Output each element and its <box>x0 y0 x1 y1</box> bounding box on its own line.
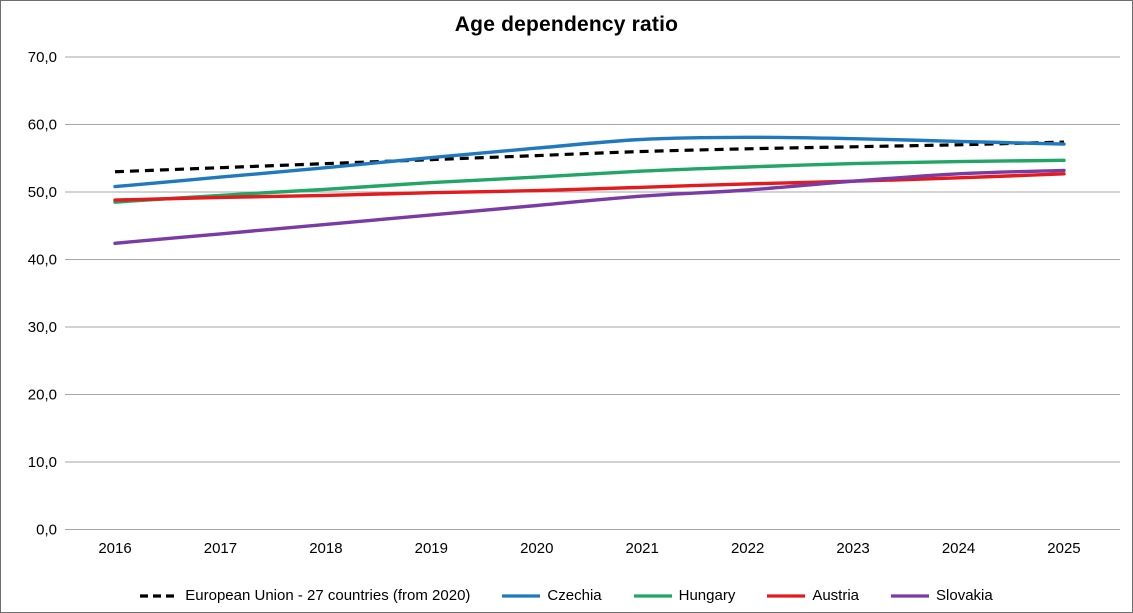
series-line-european-union-27-countries-from-2020 <box>114 140 1065 174</box>
legend-label: Hungary <box>678 587 736 604</box>
legend-line-sample <box>140 593 179 598</box>
x-axis-tick-label: 2024 <box>942 540 975 557</box>
series-line-hungary <box>113 158 1066 204</box>
x-axis-tick-label: 2018 <box>309 540 342 557</box>
legend-line-sample <box>633 593 672 598</box>
legend-label: Czechia <box>547 587 602 604</box>
legend-line-sample <box>502 593 541 598</box>
x-axis-tick-label: 2023 <box>836 540 869 557</box>
y-axis-tick-label: 10,0 <box>28 454 57 471</box>
y-axis-tick-label: 30,0 <box>28 319 57 336</box>
y-axis-tick-label: 60,0 <box>28 117 57 134</box>
legend-item-austria: Austria <box>767 587 859 604</box>
series-line-slovakia <box>113 168 1066 245</box>
x-axis-tick-label: 2022 <box>731 540 764 557</box>
legend-line-sample <box>767 593 806 598</box>
legend-label: Slovakia <box>936 587 993 604</box>
series-line-austria <box>113 172 1066 202</box>
legend-item-slovakia: Slovakia <box>891 587 993 604</box>
legend-item-hungary: Hungary <box>633 587 736 604</box>
x-axis-tick-label: 2017 <box>204 540 237 557</box>
x-axis-tick-label: 2025 <box>1047 540 1080 557</box>
y-axis-tick-label: 50,0 <box>28 184 57 201</box>
y-axis-tick-label: 40,0 <box>28 252 57 269</box>
x-axis-tick-label: 2021 <box>626 540 659 557</box>
x-axis-tick-label: 2019 <box>415 540 448 557</box>
chart-legend: European Union - 27 countries (from 2020… <box>1 587 1132 604</box>
legend-label: European Union - 27 countries (from 2020… <box>185 587 471 604</box>
series-line-czechia <box>113 135 1066 189</box>
legend-item-european-union-27-countries-from-2020: European Union - 27 countries (from 2020… <box>140 587 470 604</box>
x-axis-tick-label: 2020 <box>520 540 553 557</box>
chart-title: Age dependency ratio <box>454 13 679 36</box>
y-axis-tick-label: 20,0 <box>28 387 57 404</box>
legend-line-sample <box>891 593 930 598</box>
legend-item-czechia: Czechia <box>502 587 602 604</box>
legend-label: Austria <box>812 587 860 604</box>
y-axis-tick-label: 70,0 <box>28 49 57 66</box>
y-axis-tick-label: 0,0 <box>36 522 57 539</box>
x-axis-tick-label: 2016 <box>98 540 131 557</box>
